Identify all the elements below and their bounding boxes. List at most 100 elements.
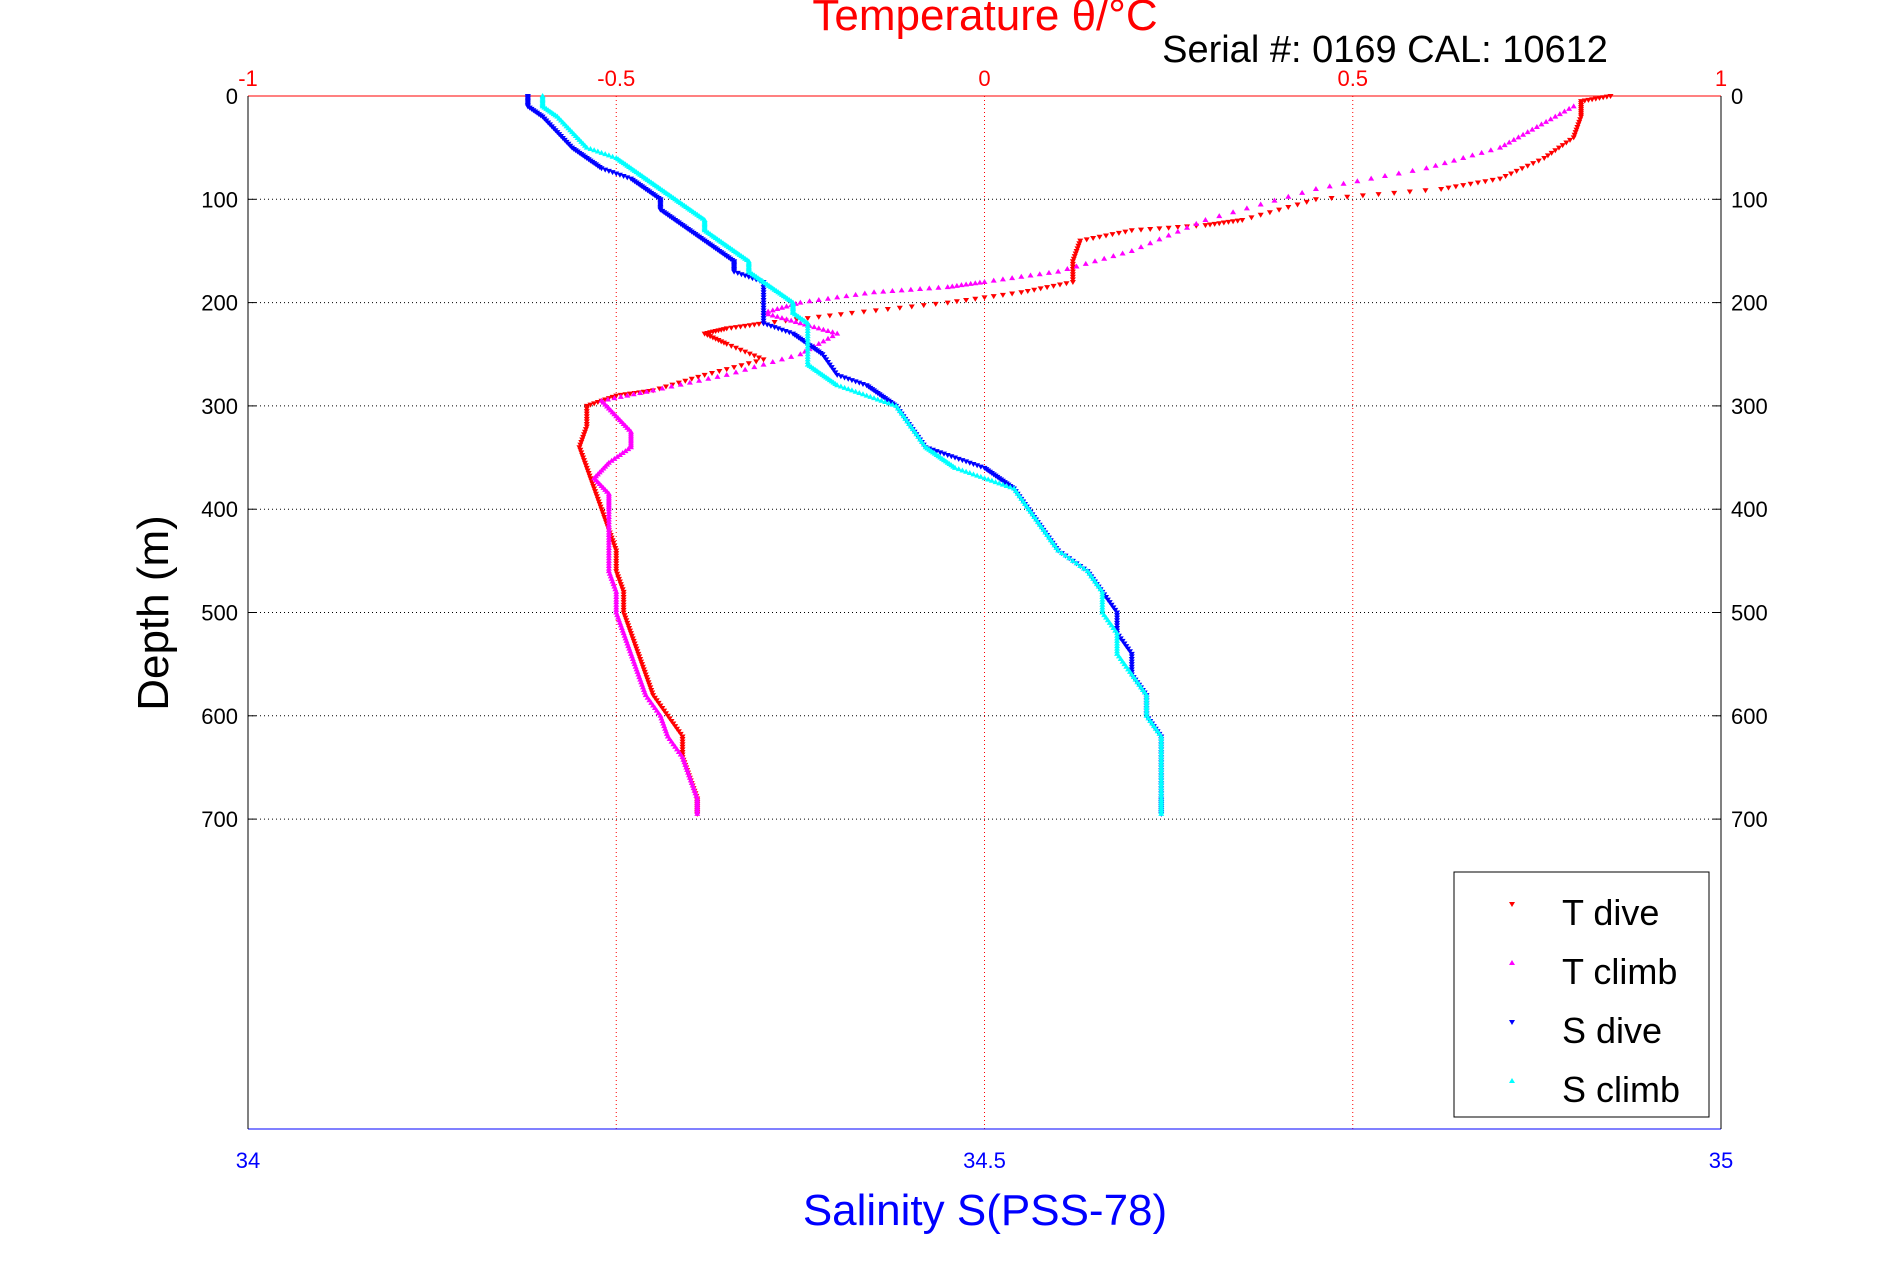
data-point — [1069, 264, 1076, 270]
data-point — [585, 471, 592, 477]
data-point — [1110, 253, 1117, 259]
data-point — [653, 698, 660, 704]
data-point — [1125, 646, 1132, 652]
data-point — [1513, 168, 1520, 174]
data-point — [834, 294, 841, 300]
data-point — [1114, 613, 1121, 619]
data-point — [1104, 597, 1111, 603]
data-point — [644, 677, 651, 683]
data-point — [651, 695, 658, 701]
data-point — [1091, 258, 1098, 264]
data-point — [613, 591, 620, 597]
data-point — [1234, 218, 1241, 224]
data-point — [1530, 161, 1537, 167]
data-point — [1077, 563, 1084, 569]
data-point — [908, 304, 915, 310]
y-tick-label-left: 100 — [201, 187, 238, 212]
data-point — [705, 375, 712, 381]
data-point — [804, 316, 811, 322]
data-point — [760, 316, 767, 322]
data-point — [834, 330, 841, 336]
data-point — [732, 345, 739, 351]
data-point — [1216, 221, 1223, 227]
data-point — [944, 452, 951, 458]
data-point — [848, 387, 855, 393]
data-point — [1128, 656, 1135, 662]
data-point — [598, 149, 605, 155]
data-point — [1063, 281, 1070, 287]
data-point — [605, 550, 612, 556]
data-point — [967, 280, 974, 286]
data-point — [599, 509, 606, 515]
data-point — [760, 321, 767, 327]
data-point — [815, 314, 822, 320]
data-point — [845, 386, 852, 392]
data-point — [1432, 162, 1439, 168]
data-point — [594, 400, 601, 406]
data-point — [920, 303, 927, 309]
data-point — [824, 335, 831, 341]
data-point — [1114, 645, 1121, 651]
data-point — [1207, 222, 1214, 228]
data-point — [976, 279, 983, 285]
x-top-tick-label: 1 — [1715, 66, 1727, 91]
data-point — [990, 277, 997, 283]
data-point — [1271, 197, 1278, 203]
data-point — [1114, 637, 1121, 643]
data-point — [1055, 268, 1062, 274]
data-point — [867, 393, 874, 399]
data-point — [1109, 232, 1116, 238]
x-bottom-tick-label: 35 — [1709, 1148, 1733, 1173]
data-point — [605, 529, 612, 535]
y-tick-label-left: 300 — [201, 394, 238, 419]
data-point — [804, 328, 811, 334]
data-point — [1561, 108, 1568, 114]
data-point — [679, 737, 686, 743]
data-point — [1572, 130, 1579, 136]
data-point — [1143, 705, 1150, 711]
data-point — [1158, 759, 1165, 765]
data-point — [1158, 810, 1165, 816]
data-point — [580, 455, 587, 461]
data-point — [581, 458, 588, 464]
data-point — [629, 636, 636, 642]
data-point — [1158, 767, 1165, 773]
data-point — [613, 599, 620, 605]
data-point — [616, 172, 623, 178]
y-tick-label-left: 700 — [201, 807, 238, 832]
data-point — [1422, 188, 1429, 194]
data-point — [1574, 124, 1581, 130]
data-point — [639, 664, 646, 670]
data-point — [815, 297, 822, 303]
data-point — [882, 399, 889, 405]
data-point — [1143, 707, 1150, 713]
data-point — [631, 641, 638, 647]
data-point — [977, 473, 984, 479]
data-point — [1114, 610, 1121, 616]
data-point — [874, 396, 881, 402]
data-point — [872, 308, 879, 314]
data-point — [613, 561, 620, 567]
data-point — [988, 477, 995, 483]
data-point — [1501, 142, 1508, 148]
data-point — [583, 416, 590, 422]
legend-marker-t-climb — [1509, 960, 1515, 965]
data-point — [581, 460, 588, 466]
data-point — [723, 341, 730, 347]
data-point — [605, 168, 612, 174]
data-point — [1066, 555, 1073, 561]
data-point — [1571, 132, 1578, 138]
data-point — [1114, 632, 1121, 638]
data-point — [880, 288, 887, 294]
data-point — [650, 693, 657, 699]
data-point — [1128, 667, 1135, 673]
data-point — [821, 354, 828, 360]
data-point — [778, 356, 785, 362]
data-point — [613, 558, 620, 564]
data-point — [990, 294, 997, 300]
data-point — [637, 389, 644, 395]
data-point — [1460, 183, 1467, 189]
data-point — [898, 287, 905, 293]
data-point — [639, 662, 646, 668]
data-point — [1285, 193, 1292, 199]
